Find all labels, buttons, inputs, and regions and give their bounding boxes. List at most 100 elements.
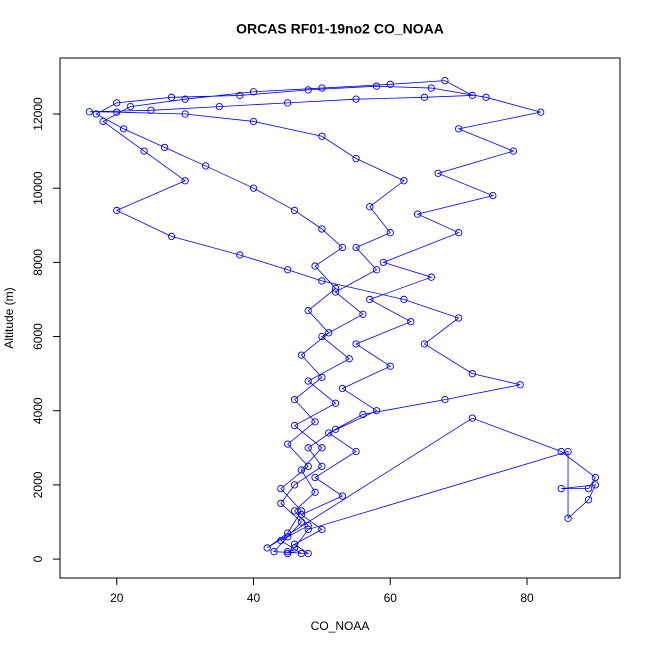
point	[284, 548, 292, 556]
point	[427, 84, 435, 92]
point	[236, 251, 244, 259]
point	[304, 444, 312, 452]
point	[249, 88, 258, 96]
point	[318, 525, 326, 534]
chart-title: ORCAS RF01-19no2 CO_NOAA	[236, 21, 444, 37]
point	[434, 169, 442, 177]
point	[92, 110, 100, 118]
point	[284, 266, 292, 274]
point	[441, 76, 449, 85]
x-tick-label: 60	[384, 591, 398, 605]
point	[386, 229, 394, 237]
point	[366, 203, 374, 211]
point	[284, 99, 292, 107]
point	[270, 548, 278, 556]
point	[126, 102, 135, 111]
point	[400, 177, 408, 185]
point	[386, 362, 394, 370]
point	[297, 351, 306, 359]
point	[441, 395, 449, 404]
point	[489, 191, 497, 200]
point	[352, 154, 360, 163]
point	[318, 277, 326, 285]
point	[147, 106, 155, 114]
point	[181, 177, 189, 185]
point	[113, 99, 121, 107]
point	[352, 95, 360, 103]
point	[420, 340, 429, 348]
y-tick-label: 4000	[31, 397, 45, 424]
point	[352, 340, 360, 348]
point	[509, 147, 517, 155]
point	[311, 262, 319, 270]
point	[284, 529, 292, 537]
point	[119, 125, 128, 133]
point	[454, 314, 463, 322]
y-tick-label: 8000	[31, 249, 45, 276]
point	[338, 492, 347, 500]
point	[304, 462, 312, 471]
point	[338, 384, 347, 393]
point	[304, 306, 312, 315]
point	[263, 544, 271, 552]
point	[331, 399, 340, 407]
point	[290, 481, 299, 489]
point	[400, 295, 408, 304]
point	[564, 447, 572, 456]
y-tick-label: 10000	[31, 171, 45, 205]
point	[468, 91, 476, 100]
y-tick-label: 6000	[31, 323, 45, 350]
point	[297, 507, 306, 515]
point	[290, 206, 299, 215]
point	[290, 540, 299, 548]
point	[181, 110, 189, 118]
point	[318, 84, 326, 92]
point	[304, 86, 312, 94]
y-tick-label: 0	[31, 555, 45, 562]
point	[420, 93, 429, 101]
x-tick-label: 80	[520, 591, 534, 605]
point	[277, 499, 285, 508]
point	[236, 91, 244, 100]
point	[85, 108, 94, 116]
series-line	[89, 80, 597, 554]
y-tick-label: 12000	[31, 97, 45, 131]
point	[352, 447, 360, 456]
point	[591, 473, 600, 482]
x-tick-label: 20	[110, 591, 124, 605]
point	[379, 258, 388, 267]
point	[372, 266, 381, 274]
point	[167, 232, 176, 241]
point	[113, 206, 121, 215]
point	[297, 466, 306, 474]
point	[181, 95, 189, 103]
point	[201, 162, 210, 170]
y-tick-label: 2000	[31, 471, 45, 498]
point	[284, 533, 292, 541]
y-axis-label: Altitude (m)	[2, 287, 16, 348]
point	[304, 549, 312, 558]
point	[99, 117, 107, 126]
point	[311, 473, 319, 482]
point	[537, 108, 545, 116]
point	[160, 143, 169, 152]
point	[454, 229, 463, 237]
x-tick-label: 40	[247, 591, 261, 605]
point	[290, 421, 299, 430]
plot-box	[59, 57, 621, 579]
point	[277, 484, 285, 493]
point	[468, 414, 476, 422]
point	[325, 429, 333, 437]
point	[318, 444, 326, 452]
point	[407, 318, 415, 326]
point	[372, 82, 381, 90]
point	[304, 377, 312, 385]
point	[318, 373, 326, 381]
point	[311, 418, 319, 426]
point	[366, 295, 374, 304]
point	[516, 381, 524, 389]
point	[297, 518, 306, 526]
point	[584, 484, 593, 493]
point	[290, 395, 299, 404]
